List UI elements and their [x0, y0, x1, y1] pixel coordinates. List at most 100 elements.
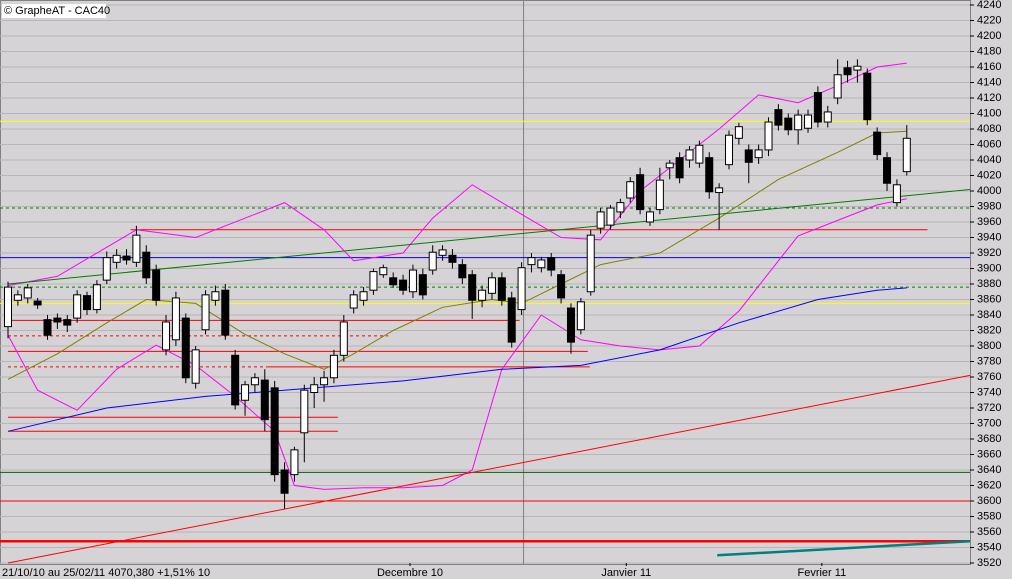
y-tick-label: 4040 [977, 154, 1001, 166]
candle-body [171, 297, 180, 341]
candle-body [547, 257, 556, 271]
candle-body [695, 144, 704, 164]
candle-body [389, 277, 398, 286]
candle-body [626, 181, 635, 199]
overlay-line [7, 374, 971, 564]
y-tick-label: 3840 [977, 309, 1001, 321]
candle-body [211, 291, 220, 301]
candle-body [685, 149, 694, 161]
overlay-line [717, 540, 971, 557]
x-tick-label: Decembre 10 [377, 567, 443, 579]
y-tick-label: 3820 [977, 324, 1001, 336]
y-tick-label: 3740 [977, 386, 1001, 398]
candle-body [132, 234, 141, 263]
candle-body [794, 114, 803, 131]
candle-body [606, 207, 615, 226]
candle-body [705, 157, 714, 193]
candle-body [201, 294, 210, 331]
y-tick-label: 4000 [977, 185, 1001, 197]
y-tick-label: 4160 [977, 61, 1001, 73]
candle-body [843, 67, 852, 76]
candle-body [902, 137, 911, 173]
candle-body [260, 379, 269, 421]
candle-body [507, 297, 516, 343]
y-tick-label: 3720 [977, 402, 1001, 414]
y-tick-label: 3860 [977, 293, 1001, 305]
overlay-line [7, 287, 907, 432]
overlays [0, 62, 971, 564]
candle-body [241, 384, 250, 401]
x-tick-label: Fevrier 11 [797, 567, 846, 579]
candle-body [43, 319, 52, 336]
candle-body [744, 149, 753, 163]
y-tick-label: 3940 [977, 231, 1001, 243]
candle-body [329, 354, 338, 379]
candle-body [102, 257, 111, 281]
y-tick-label: 3640 [977, 464, 1001, 476]
y-tick-label: 4120 [977, 92, 1001, 104]
candle-body [162, 321, 171, 351]
candle-body [734, 126, 743, 139]
candle-body [883, 157, 892, 184]
y-tick-label: 3520 [977, 557, 1001, 569]
candle-body [23, 287, 32, 299]
candle-body [813, 92, 822, 123]
candle-body [349, 294, 358, 309]
candle-body [566, 307, 575, 343]
overlay-line [7, 62, 907, 287]
candle-body [596, 211, 605, 229]
candle-body [774, 109, 783, 126]
candle-body [438, 249, 447, 256]
y-tick-label: 4080 [977, 123, 1001, 135]
candle-body [527, 257, 536, 266]
overlay-line [7, 130, 907, 380]
y-tick-label: 3680 [977, 433, 1001, 445]
candle-body [497, 277, 506, 301]
candle-body [487, 277, 496, 294]
candle-body [83, 295, 92, 311]
candle-body [428, 251, 437, 271]
candle-body [73, 294, 82, 319]
candle-body [863, 72, 872, 121]
candle-body [310, 384, 319, 393]
y-tick-label: 3620 [977, 479, 1001, 491]
y-tick-label: 3980 [977, 200, 1001, 212]
candle-body [191, 349, 200, 384]
candle-body [221, 289, 230, 336]
y-tick-label: 3880 [977, 278, 1001, 290]
x-tick-label: Janvier 11 [601, 567, 651, 579]
candle-body [636, 174, 645, 211]
candle-body [92, 284, 101, 311]
y-tick-label: 4180 [977, 45, 1001, 57]
overlay-line [7, 189, 971, 285]
candle-body [833, 74, 842, 99]
y-tick-label: 4060 [977, 138, 1001, 150]
candle-body [300, 389, 309, 434]
y-tick-label: 3660 [977, 448, 1001, 460]
candle-body [576, 301, 585, 331]
chart-title: © GrapheAT - CAC40 [4, 5, 110, 17]
candle-body [250, 377, 259, 386]
candle-body [616, 202, 625, 213]
candle-body [655, 179, 664, 211]
candle-body [181, 317, 190, 379]
candle-body [448, 254, 457, 263]
y-tick-label: 3800 [977, 340, 1001, 352]
candle-body [557, 274, 566, 299]
candles [4, 59, 911, 509]
candle-body [586, 234, 595, 293]
candle-body [892, 184, 901, 204]
candle-body [754, 149, 763, 159]
candle-body [468, 274, 477, 301]
axes: 3520 3540 3560 3580 3600 3620 3640 3660 3680 3700… [377, 0, 1002, 579]
candle-body [725, 134, 734, 166]
candle-body [122, 255, 131, 261]
candle-body [399, 279, 408, 291]
candle-body [764, 121, 773, 151]
candle-body [408, 269, 417, 293]
candle-body [478, 289, 487, 301]
candle-body [53, 317, 62, 323]
candle-body [63, 319, 72, 326]
